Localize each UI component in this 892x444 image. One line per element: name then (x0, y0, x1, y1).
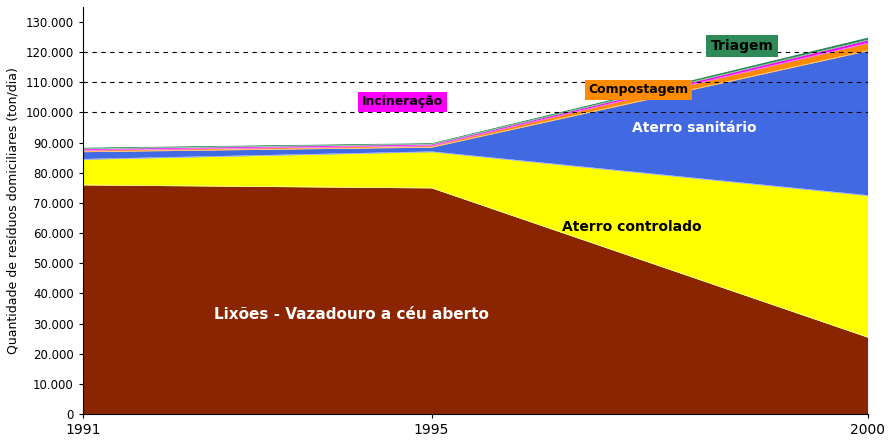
Text: Lixões - Vazadouro a céu aberto: Lixões - Vazadouro a céu aberto (213, 307, 489, 322)
Text: Compostagem: Compostagem (589, 83, 689, 96)
Y-axis label: Quantidade de resíduos domiciliares (ton/dia): Quantidade de resíduos domiciliares (ton… (7, 67, 20, 354)
Text: Aterro sanitário: Aterro sanitário (632, 121, 756, 135)
Text: Incineração: Incineração (362, 95, 443, 108)
Text: Triagem: Triagem (711, 39, 773, 53)
Text: Aterro controlado: Aterro controlado (562, 220, 702, 234)
